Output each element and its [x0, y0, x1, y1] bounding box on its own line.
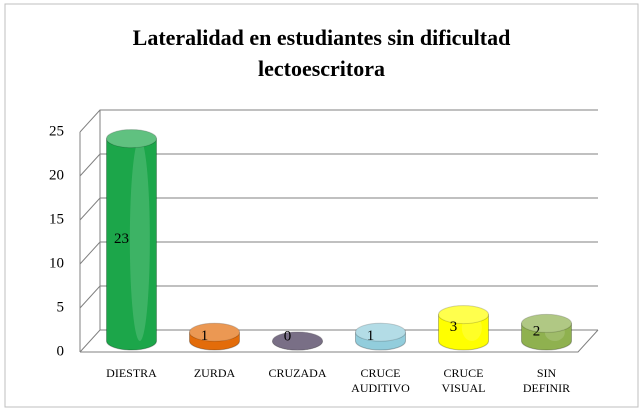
grid-line: [79, 285, 598, 309]
x-tick-label: CRUZADA: [268, 366, 327, 380]
y-tick-label: 20: [49, 167, 64, 183]
bar-shade: [129, 138, 150, 341]
grid-line: [79, 109, 598, 133]
x-tick-label: ZURDA: [193, 366, 236, 380]
bar-top: [272, 331, 323, 351]
data-label: 1: [367, 328, 375, 344]
bar-top-light: [438, 305, 489, 324]
data-label: 3: [450, 319, 458, 335]
y-tick-label: 25: [49, 123, 64, 139]
data-label: 1: [201, 328, 209, 344]
grid-line: [79, 153, 598, 177]
x-tick-label: SIN DEFINIR: [522, 366, 571, 395]
y-tick-label: 5: [57, 299, 65, 315]
data-label: 2: [533, 324, 541, 340]
bar-top: [106, 129, 157, 149]
data-label: 23: [114, 231, 129, 247]
grid-line: [79, 241, 598, 265]
x-tick-label: DIESTRA: [106, 366, 157, 380]
bar-top-light: [272, 332, 323, 350]
grid-line: [79, 197, 598, 221]
x-tick-label: CRUCE VISUAL: [441, 366, 486, 395]
grid-line: [79, 329, 598, 353]
bar: [106, 138, 157, 351]
chart-border: [4, 3, 639, 408]
bar: [438, 314, 489, 351]
bar-top: [355, 322, 406, 342]
data-label: 0: [284, 328, 292, 344]
bar-top-light: [189, 323, 240, 342]
bar-top: [189, 322, 240, 342]
y-tick-label: 15: [49, 211, 64, 227]
bar-top-light: [106, 129, 157, 148]
floor: [80, 329, 599, 353]
bar-top: [521, 313, 572, 333]
bar-top: [438, 305, 489, 325]
bar-top-light: [521, 314, 572, 333]
bar-top-light: [355, 323, 406, 342]
chart-title: Lateralidad en estudiantes sin dificulta…: [132, 25, 511, 81]
y-tick-label: 10: [49, 255, 64, 271]
x-tick-label: CRUCE AUDITIVO: [351, 366, 410, 395]
y-tick-label: 0: [57, 343, 65, 359]
